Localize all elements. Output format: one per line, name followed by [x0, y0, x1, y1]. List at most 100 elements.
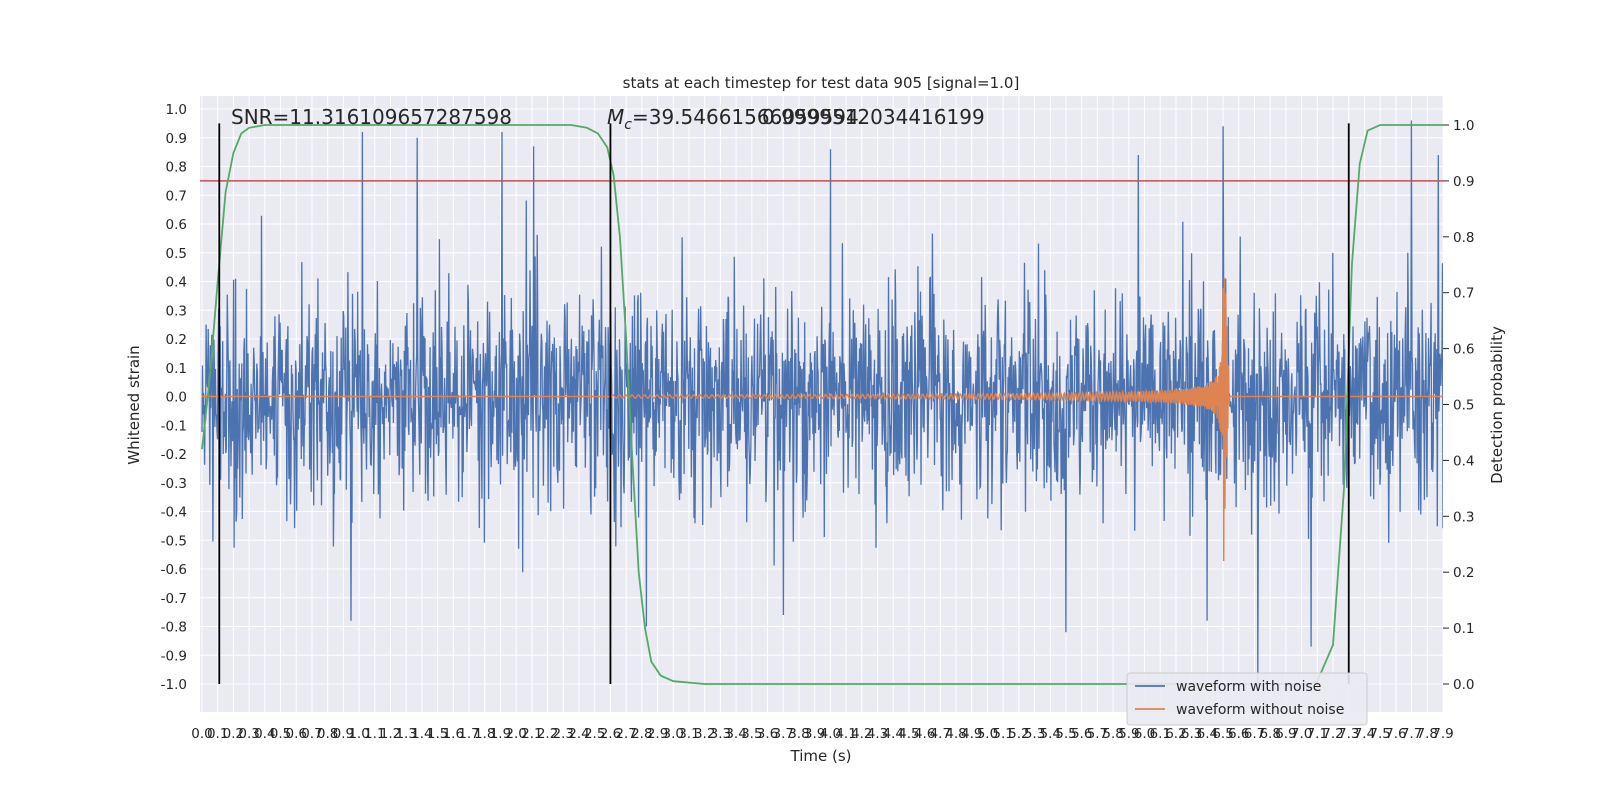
y-tick-label: 0.1 [166, 361, 187, 377]
x-tick-label: 3.6 [757, 726, 778, 742]
y-tick-label: 0.9 [166, 131, 187, 147]
y2-tick-label: 1.0 [1453, 118, 1474, 134]
x-tick-label: 5.0 [977, 726, 998, 742]
x-tick-label: 5.7 [1087, 726, 1108, 742]
x-tick-label: 5.2 [1008, 726, 1029, 742]
x-tick-label: 0.3 [238, 726, 259, 742]
x-tick-label: 7.6 [1385, 726, 1406, 742]
x-tick-label: 3.0 [663, 726, 684, 742]
y2-tick-label: 0.8 [1453, 230, 1474, 246]
y-tick-label: -0.3 [161, 476, 187, 492]
x-tick-label: 0.4 [254, 726, 275, 742]
x-tick-label: 2.4 [568, 726, 589, 742]
x-tick-label: 7.4 [1354, 726, 1375, 742]
y-tick-label: 0.0 [166, 390, 187, 406]
x-tick-label: 6.1 [1149, 726, 1170, 742]
legend-label-clean: waveform without noise [1176, 702, 1344, 718]
y-tick-label: -0.6 [161, 562, 187, 578]
y2-axis-label: Detection probability [1488, 326, 1506, 484]
x-tick-label: 3.5 [741, 726, 762, 742]
y-tick-label: 0.7 [166, 188, 187, 204]
x-tick-label: 6.0 [1134, 726, 1155, 742]
x-tick-label: 5.1 [992, 726, 1013, 742]
detection-probability-line [201, 124, 1443, 685]
y2-tick-label: 0.7 [1453, 286, 1474, 302]
x-axis-label: Time (s) [790, 747, 852, 765]
x-tick-label: 0.1 [207, 726, 228, 742]
x-tick-label: 4.5 [898, 726, 919, 742]
y2-tick-label: 0.6 [1453, 342, 1474, 358]
x-tick-label: 2.1 [521, 726, 542, 742]
x-tick-label: 7.9 [1432, 726, 1453, 742]
waveform-without-noise-line [202, 277, 1443, 562]
x-tick-label: 4.9 [961, 726, 982, 742]
y-tick-label: 0.4 [166, 275, 187, 291]
y2-tick-label: 0.3 [1453, 509, 1474, 525]
x-tick-label: 2.6 [600, 726, 621, 742]
x-tick-label: 6.5 [1212, 726, 1233, 742]
x-tick-label: 1.7 [458, 726, 479, 742]
event-markers [218, 123, 1350, 684]
x-tick-label: 5.9 [1118, 726, 1139, 742]
x-tick-label: 1.5 [427, 726, 448, 742]
x-tick-label: 6.9 [1275, 726, 1296, 742]
y-tick-label: -0.4 [161, 505, 187, 521]
x-tick-label: 2.5 [584, 726, 605, 742]
series-waveform-without-noise [202, 277, 1443, 562]
x-tick-label: 2.2 [537, 726, 558, 742]
x-tick-label: 3.7 [772, 726, 793, 742]
x-tick-label: 3.4 [725, 726, 746, 742]
x-tick-label: 6.7 [1244, 726, 1265, 742]
x-tick-label: 1.1 [364, 726, 385, 742]
x-tick-label: 7.5 [1369, 726, 1390, 742]
y-tick-label: -0.9 [161, 648, 187, 664]
x-tick-label: 2.8 [631, 726, 652, 742]
x-tick-label: 4.6 [914, 726, 935, 742]
x-tick-label: 4.3 [867, 726, 888, 742]
x-tick-label: 0.9 [333, 726, 354, 742]
y-tick-label: -1.0 [161, 677, 187, 693]
y-tick-label: 0.2 [166, 332, 187, 348]
y2-tick-label: 0.2 [1453, 565, 1474, 581]
x-tick-label: 3.9 [804, 726, 825, 742]
y-tick-label: 1.0 [166, 102, 187, 118]
x-tick-label: 4.4 [882, 726, 903, 742]
x-tick-label: 1.8 [474, 726, 495, 742]
y-tick-label: -0.2 [161, 447, 187, 463]
x-tick-label: 5.3 [1024, 726, 1045, 742]
x-tick-label: 5.8 [1102, 726, 1123, 742]
x-tick-label: 0.6 [286, 726, 307, 742]
x-tick-label: 7.8 [1417, 726, 1438, 742]
y-tick-label: -0.1 [161, 418, 187, 434]
x-tick-label: 5.5 [1055, 726, 1076, 742]
x-tick-label: 1.2 [380, 726, 401, 742]
x-tick-label: 6.2 [1165, 726, 1186, 742]
y2-tick-label: 0.5 [1453, 398, 1474, 414]
x-tick-label: 6.3 [1181, 726, 1202, 742]
overlap-annotation: 0.9999512034416199 [762, 105, 985, 129]
y2-tick-label: 0.4 [1453, 453, 1474, 469]
chirp-mass-symbol: M [607, 105, 624, 129]
y-tick-labels: 1.0 0.9 0.8 0.7 0.6 0.5 0.4 0.3 0.2 0.1 0.0 -0.1 -0.… [161, 102, 187, 693]
chirp-mass-subscript: c [624, 117, 632, 133]
series-waveform-with-noise [201, 120, 1443, 685]
x-tick-label: 7.7 [1401, 726, 1422, 742]
legend: waveform with noise waveform without noi… [1126, 672, 1368, 726]
chart-title: stats at each timestep for test data 905… [623, 74, 1020, 92]
legend-box [1126, 672, 1368, 726]
x-tick-label: 2.7 [615, 726, 636, 742]
x-tick-label: 2.0 [505, 726, 526, 742]
x-tick-label: 2.3 [553, 726, 574, 742]
x-tick-label: 6.6 [1228, 726, 1249, 742]
series-detection-probability [201, 124, 1443, 685]
x-tick-label: 1.4 [411, 726, 432, 742]
x-tick-label: 7.1 [1307, 726, 1328, 742]
y2-tick-labels: 1.0 0.9 0.8 0.7 0.6 0.5 0.4 0.3 0.2 0.1 0.0 [1443, 118, 1474, 693]
y-tick-label: 0.6 [166, 217, 187, 233]
legend-label-noise: waveform with noise [1176, 679, 1321, 695]
x-tick-label: 3.3 [710, 726, 731, 742]
x-tick-label: 4.2 [851, 726, 872, 742]
x-tick-label: 0.7 [301, 726, 322, 742]
y2-tick-label: 0.9 [1453, 174, 1474, 190]
